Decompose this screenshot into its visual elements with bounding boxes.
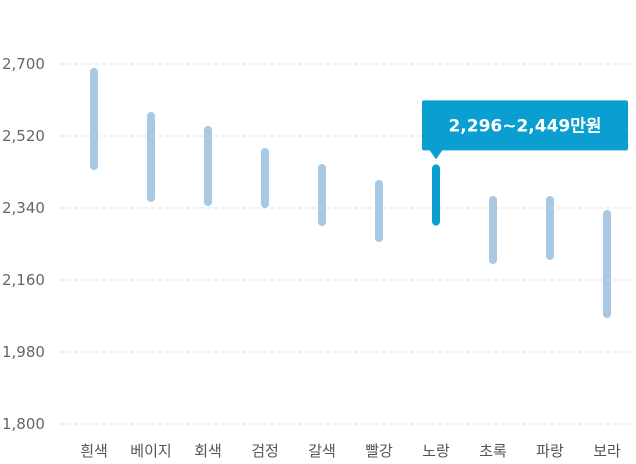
y-tick-label: 1,980 — [2, 343, 45, 361]
range-bar[interactable] — [261, 148, 269, 208]
x-category-label: 초록 — [479, 442, 507, 460]
range-bar[interactable] — [375, 180, 383, 242]
x-category-label: 노랑 — [422, 442, 450, 460]
x-category-label: 갈색 — [308, 442, 336, 460]
range-bar-highlighted[interactable] — [432, 164, 440, 225]
range-bar[interactable] — [204, 126, 212, 206]
y-tick-label: 2,520 — [2, 127, 45, 145]
range-bar[interactable] — [489, 196, 497, 264]
tooltip-label: 2,296~2,449만원 — [448, 116, 601, 136]
highlight-tooltip: 2,296~2,449만원 — [422, 100, 628, 159]
x-axis-categories: 흰색 베이지 회색 검정 갈색 빨강 노랑 초록 파랑 보라 — [80, 442, 621, 460]
range-bar[interactable] — [603, 210, 611, 318]
x-category-label: 파랑 — [536, 442, 564, 460]
tooltip-arrow — [429, 149, 443, 159]
x-category-label: 회색 — [194, 442, 222, 460]
x-category-label: 베이지 — [130, 442, 171, 460]
y-tick-label: 2,160 — [2, 271, 45, 289]
range-bar[interactable] — [90, 68, 98, 170]
x-category-label: 흰색 — [80, 442, 108, 460]
x-category-label: 보라 — [593, 442, 621, 460]
x-category-label: 검정 — [251, 442, 279, 460]
y-axis-ticks: 1,800 1,980 2,160 2,340 2,520 2,700 — [2, 55, 45, 433]
y-tick-label: 1,800 — [2, 415, 45, 433]
range-bar[interactable] — [147, 112, 155, 202]
x-category-label: 빨강 — [365, 442, 393, 460]
range-bar[interactable] — [318, 164, 326, 226]
y-tick-label: 2,340 — [2, 199, 45, 217]
y-tick-label: 2,700 — [2, 55, 45, 73]
range-bar[interactable] — [546, 196, 554, 260]
